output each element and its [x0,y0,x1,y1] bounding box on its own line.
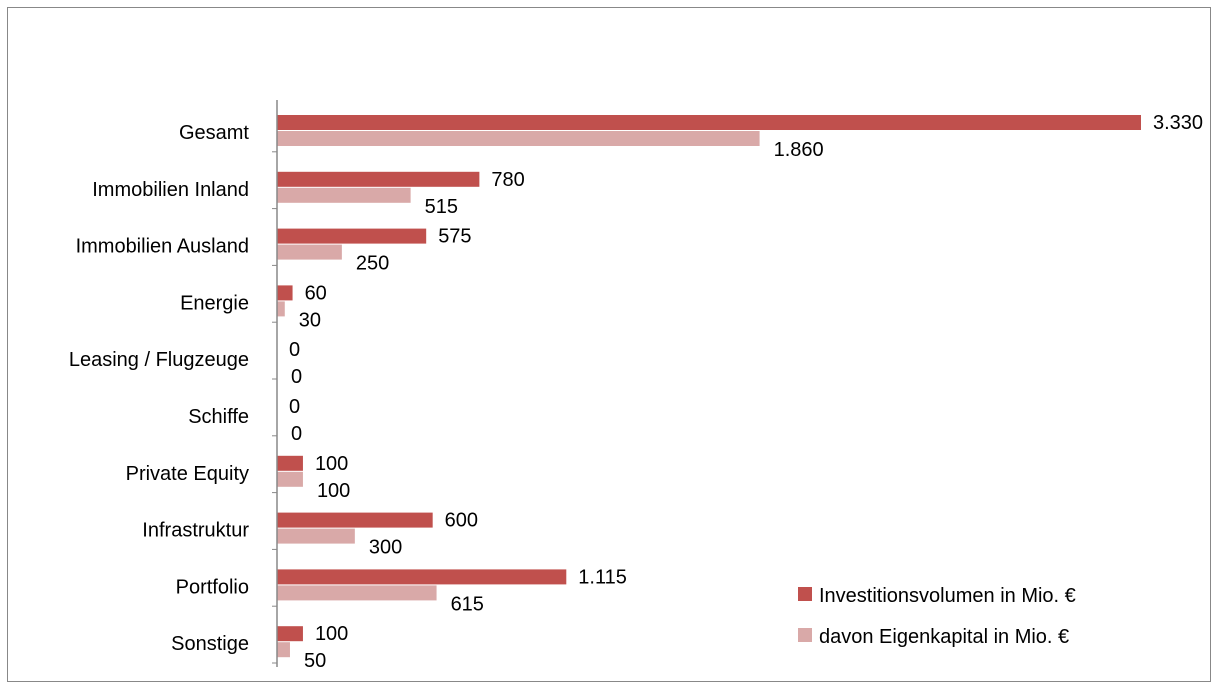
category-label: Infrastruktur [142,520,249,542]
data-label-investitionsvolumen: 60 [305,282,327,304]
data-label-eigenkapital: 100 [317,480,350,502]
category-label: Energie [180,292,249,314]
bar-investitionsvolumen [277,285,293,301]
data-label-eigenkapital: 30 [299,309,321,331]
data-label-investitionsvolumen: 575 [438,226,471,248]
data-label-eigenkapital: 515 [425,196,458,218]
data-label-eigenkapital: 250 [356,253,389,275]
data-label-eigenkapital: 50 [304,650,326,672]
legend-label-investitionsvolumen: Investitionsvolumen in Mio. € [819,585,1076,607]
data-label-investitionsvolumen: 0 [289,396,300,418]
bar-investitionsvolumen [277,115,1141,130]
category-label: Gesamt [179,122,249,144]
category-label: Private Equity [126,463,249,485]
data-label-investitionsvolumen: 780 [491,169,524,191]
bar-eigenkapital [277,187,411,203]
bar-investitionsvolumen [277,569,567,585]
data-label-investitionsvolumen: 100 [315,623,348,645]
legend-swatch-eigenkapital [798,628,812,642]
category-label: Schiffe [188,406,249,428]
bar-investitionsvolumen [277,171,480,187]
data-label-eigenkapital: 1.860 [774,139,824,161]
legend-swatch-investitionsvolumen [798,587,812,601]
category-label: Leasing / Flugzeuge [69,349,249,371]
bar-investitionsvolumen [277,455,303,471]
category-label: Immobilien Ausland [76,236,249,258]
data-label-investitionsvolumen: 100 [315,453,348,475]
data-label-eigenkapital: 0 [291,366,302,388]
bar-eigenkapital [277,585,437,601]
data-label-eigenkapital: 300 [369,537,402,559]
legend-label-eigenkapital: davon Eigenkapital in Mio. € [819,626,1069,648]
bar-investitionsvolumen [277,512,433,528]
data-label-investitionsvolumen: 600 [445,510,478,532]
category-label: Portfolio [176,576,249,598]
data-label-eigenkapital: 615 [451,593,484,615]
bar-investitionsvolumen [277,626,303,642]
category-label: Immobilien Inland [92,179,249,201]
bar-eigenkapital [277,471,303,487]
data-label-investitionsvolumen: 3.330 [1153,112,1203,134]
category-label: Sonstige [171,633,249,655]
data-label-investitionsvolumen: 1.115 [578,566,627,588]
data-label-eigenkapital: 0 [291,423,302,445]
bar-eigenkapital [277,301,285,317]
bar-eigenkapital [277,131,760,146]
bar-eigenkapital [277,528,355,544]
data-label-investitionsvolumen: 0 [289,339,300,361]
bar-investitionsvolumen [277,228,427,244]
bar-eigenkapital [277,244,342,260]
bar-eigenkapital [277,642,290,658]
